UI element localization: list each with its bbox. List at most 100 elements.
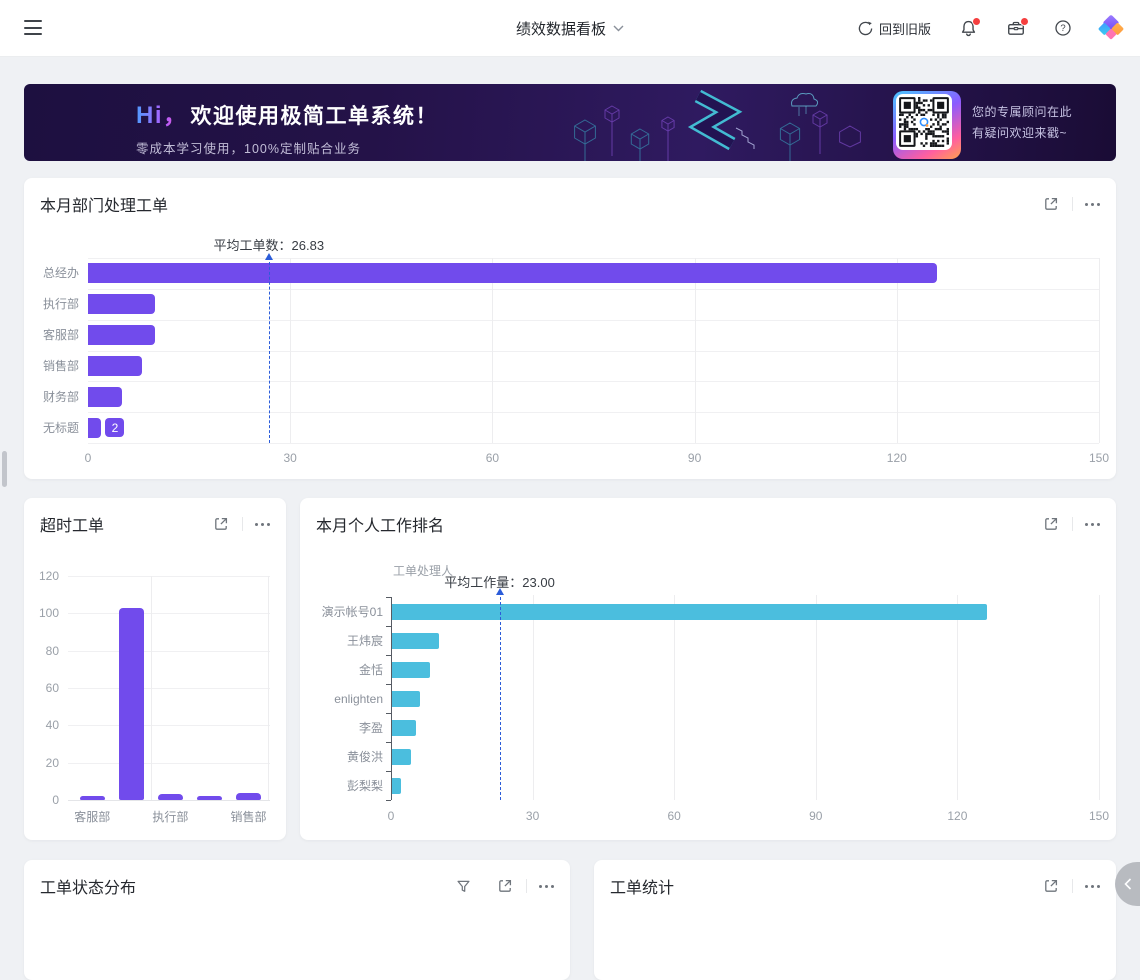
svg-text:?: ?: [1060, 23, 1065, 34]
card-title: 工单状态分布: [40, 880, 137, 897]
bar[interactable]: [392, 603, 987, 620]
bar[interactable]: [196, 796, 222, 800]
category-label: 销售部: [42, 358, 79, 373]
messages-button[interactable]: [1006, 16, 1029, 38]
expand-icon[interactable]: [496, 877, 514, 895]
bar[interactable]: [79, 796, 105, 800]
more-options-icon[interactable]: [1085, 884, 1100, 888]
card-title: 本月部门处理工单: [40, 198, 169, 215]
dept-bar-chart: 0 30 60 90 120 150 总经办 执行部 客服部 销售部 财务部 无标题 2 平均工单数：26…: [24, 178, 1116, 479]
more-options-icon[interactable]: [1085, 202, 1100, 206]
overtime-bar-chart: 0 20 40 60 80 100 120 客服部 执行部 销售部: [24, 498, 286, 840]
expand-icon[interactable]: [1042, 877, 1060, 895]
bar[interactable]: [392, 719, 416, 736]
expand-icon[interactable]: [1042, 515, 1060, 533]
grid-line: [68, 613, 270, 615]
briefcase-icon: [1008, 21, 1024, 35]
chevron-left-icon: [1123, 878, 1131, 890]
card-dept-workorders: 本月部门处理工单 0 30 60 90 120 150 总经办 执行部 客服部 销售部 财务部 无标题…: [24, 178, 1116, 479]
top-bar: 绩效数据看板 回到旧版: [0, 0, 1140, 57]
x-tick-label: 120: [947, 809, 968, 823]
average-label: 平均工作量：23.00: [444, 575, 555, 590]
grid-line: [88, 443, 1099, 444]
qr-code: [893, 91, 961, 159]
grid-line: [492, 258, 494, 443]
bar[interactable]: [118, 607, 144, 800]
x-axis-line: [68, 800, 270, 801]
axis-tick: [386, 771, 391, 772]
x-tick-label: 30: [525, 809, 540, 823]
grid-line: [68, 650, 270, 652]
bar[interactable]: [236, 792, 261, 800]
axis-name-label: 工单处理人: [393, 564, 454, 578]
bar[interactable]: [88, 263, 938, 284]
bar[interactable]: [157, 794, 183, 800]
help-button[interactable]: ?: [1054, 19, 1072, 37]
bar[interactable]: [88, 355, 142, 376]
filter-icon[interactable]: [455, 878, 472, 895]
bar[interactable]: [392, 632, 440, 649]
axis-tick: [386, 684, 391, 685]
category-label: 执行部: [152, 810, 189, 824]
bar[interactable]: [88, 294, 156, 315]
x-tick-label: 30: [283, 451, 297, 465]
y-tick-label: 60: [45, 681, 59, 695]
sidebar-collapse-handle[interactable]: [1115, 862, 1140, 906]
axis-tick: [386, 597, 391, 598]
x-tick-label: 150: [1088, 809, 1110, 823]
category-label: 销售部: [230, 810, 267, 824]
qr-caption-line1: 您的专属顾问在此: [972, 105, 1073, 119]
menu-hamburger-icon[interactable]: [24, 20, 42, 35]
card-status-distribution: 工单状态分布: [24, 860, 570, 980]
divider: [526, 879, 527, 893]
bar[interactable]: [88, 386, 122, 407]
category-label: 彭梨梨: [346, 778, 383, 793]
back-to-old-version-button[interactable]: 回到旧版: [857, 19, 931, 38]
back-to-old-label: 回到旧版: [878, 21, 931, 37]
grid-line: [68, 576, 270, 577]
x-tick-label: 90: [809, 809, 823, 823]
banner-welcome: 欢迎使用极简工单系统！: [190, 105, 438, 128]
category-label: 客服部: [74, 810, 111, 824]
axis-tick: [386, 800, 391, 801]
left-scrollbar-thumb[interactable]: [2, 451, 7, 487]
card-title: 本月个人工作排名: [316, 518, 445, 535]
bar[interactable]: [392, 777, 402, 794]
notifications-button[interactable]: [959, 16, 981, 38]
message-badge: [1020, 16, 1029, 26]
bar[interactable]: [88, 417, 102, 438]
bar[interactable]: [392, 748, 411, 765]
category-label: 李盈: [358, 720, 383, 735]
category-label: 客服部: [42, 328, 79, 343]
expand-icon[interactable]: [1042, 195, 1060, 213]
logo-diamonds-icon: [1098, 15, 1124, 40]
category-label: 金恬: [358, 662, 383, 677]
average-line-arrow: [264, 253, 273, 260]
divider: [1072, 517, 1073, 531]
welcome-banner: Hi， 欢迎使用极简工单系统！ 零成本学习使用，100%定制贴合业务 您的专属顾…: [24, 84, 1116, 161]
grid-line: [1099, 258, 1100, 443]
y-tick-label: 20: [45, 755, 59, 770]
axis-tick: [386, 713, 391, 714]
grid-line: [532, 595, 534, 800]
y-tick-label: 100: [38, 606, 59, 621]
banner-hi: Hi，: [136, 95, 189, 130]
dashboard-title-dropdown[interactable]: 绩效数据看板: [516, 0, 624, 56]
grid-line: [88, 350, 1099, 352]
grid-line: [290, 258, 292, 443]
more-options-icon[interactable]: [539, 884, 554, 888]
bar[interactable]: [88, 325, 156, 346]
bar[interactable]: [392, 661, 430, 678]
bar[interactable]: [392, 690, 421, 707]
expand-icon[interactable]: [212, 515, 230, 533]
grid-line: [151, 576, 152, 800]
average-line: [268, 257, 270, 443]
card-title: 超时工单: [40, 518, 105, 535]
x-tick-label: 120: [886, 451, 907, 465]
more-options-icon[interactable]: [255, 522, 270, 526]
banner-illustration: [574, 89, 861, 161]
app-logo[interactable]: [1096, 13, 1126, 43]
category-label: enlighten: [334, 691, 383, 706]
grid-line: [88, 288, 1099, 290]
more-options-icon[interactable]: [1085, 522, 1100, 526]
